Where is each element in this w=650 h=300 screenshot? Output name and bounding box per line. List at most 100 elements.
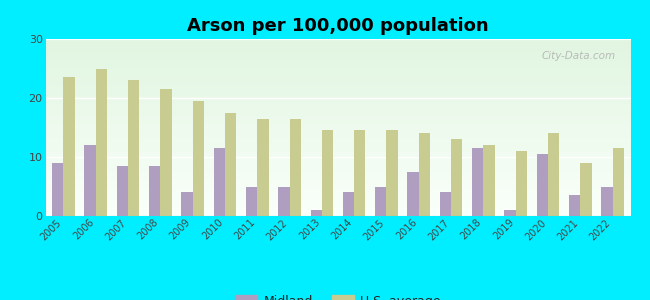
Bar [46, 112, 630, 113]
Bar [375, 187, 387, 216]
Title: Arson per 100,000 population: Arson per 100,000 population [187, 17, 489, 35]
Bar [46, 149, 630, 150]
Bar [46, 204, 630, 205]
Bar [46, 212, 630, 213]
Bar [46, 116, 630, 117]
Bar [311, 210, 322, 216]
Bar [52, 163, 63, 216]
Bar [46, 206, 630, 207]
Bar [46, 120, 630, 121]
Bar [46, 115, 630, 116]
Bar [46, 194, 630, 195]
Legend: Midland, U.S. average: Midland, U.S. average [230, 290, 446, 300]
Bar [46, 94, 630, 95]
Bar [46, 107, 630, 108]
Bar [46, 74, 630, 75]
Bar [46, 44, 630, 45]
Bar [96, 68, 107, 216]
Bar [537, 154, 548, 216]
Bar [46, 144, 630, 145]
Bar [46, 46, 630, 47]
Bar [46, 47, 630, 48]
Bar [451, 139, 462, 216]
Bar [46, 162, 630, 163]
Bar [46, 67, 630, 68]
Bar [46, 185, 630, 186]
Bar [46, 176, 630, 177]
Bar [46, 117, 630, 118]
Bar [46, 118, 630, 119]
Bar [46, 104, 630, 105]
Bar [408, 172, 419, 216]
Bar [46, 199, 630, 200]
Bar [46, 65, 630, 66]
Bar [46, 210, 630, 211]
Bar [472, 148, 484, 216]
Bar [46, 166, 630, 167]
Bar [46, 128, 630, 129]
Bar [46, 180, 630, 181]
Bar [46, 143, 630, 144]
Bar [46, 169, 630, 170]
Bar [46, 49, 630, 50]
Bar [46, 170, 630, 171]
Bar [161, 89, 172, 216]
Bar [46, 122, 630, 123]
Bar [46, 126, 630, 127]
Bar [46, 173, 630, 174]
Bar [354, 130, 365, 216]
Bar [46, 123, 630, 124]
Bar [46, 172, 630, 173]
Bar [46, 136, 630, 137]
Bar [46, 129, 630, 130]
Bar [46, 114, 630, 115]
Bar [46, 177, 630, 178]
Bar [289, 118, 301, 216]
Bar [46, 159, 630, 160]
Bar [257, 118, 268, 216]
Bar [46, 97, 630, 98]
Bar [46, 171, 630, 172]
Bar [46, 56, 630, 57]
Bar [387, 130, 398, 216]
Bar [46, 153, 630, 154]
Bar [128, 80, 139, 216]
Bar [46, 191, 630, 192]
Bar [46, 175, 630, 176]
Bar [46, 127, 630, 128]
Bar [46, 145, 630, 146]
Bar [419, 134, 430, 216]
Bar [613, 148, 624, 216]
Bar [46, 58, 630, 59]
Bar [46, 200, 630, 201]
Bar [46, 150, 630, 151]
Bar [46, 134, 630, 135]
Bar [46, 208, 630, 209]
Bar [46, 76, 630, 77]
Bar [46, 135, 630, 136]
Bar [46, 89, 630, 90]
Bar [46, 79, 630, 80]
Bar [46, 151, 630, 152]
Bar [46, 158, 630, 159]
Bar [46, 132, 630, 133]
Bar [46, 164, 630, 165]
Bar [46, 92, 630, 93]
Bar [46, 95, 630, 96]
Bar [46, 137, 630, 138]
Bar [46, 147, 630, 148]
Bar [46, 215, 630, 216]
Bar [46, 68, 630, 69]
Bar [46, 181, 630, 182]
Bar [46, 174, 630, 175]
Bar [46, 41, 630, 42]
Bar [46, 198, 630, 199]
Bar [46, 183, 630, 184]
Bar [46, 148, 630, 149]
Bar [46, 82, 630, 83]
Bar [46, 190, 630, 191]
Bar [46, 130, 630, 131]
Bar [46, 146, 630, 147]
Bar [46, 84, 630, 85]
Bar [46, 52, 630, 53]
